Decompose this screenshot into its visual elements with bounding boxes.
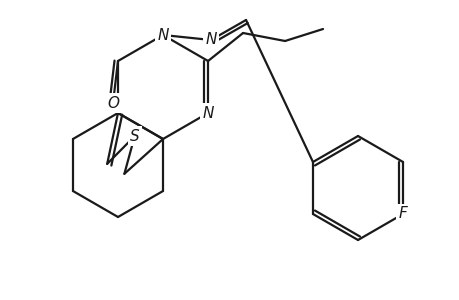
Text: O: O xyxy=(107,95,119,110)
Text: N: N xyxy=(202,106,213,121)
Text: N: N xyxy=(205,32,216,47)
Text: N: N xyxy=(157,28,168,43)
Text: F: F xyxy=(398,206,407,221)
Text: S: S xyxy=(129,129,139,144)
